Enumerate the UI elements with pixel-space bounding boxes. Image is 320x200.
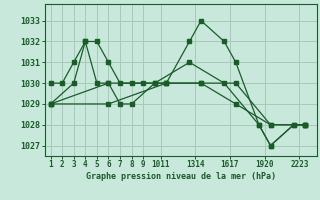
X-axis label: Graphe pression niveau de la mer (hPa): Graphe pression niveau de la mer (hPa) — [86, 172, 276, 181]
